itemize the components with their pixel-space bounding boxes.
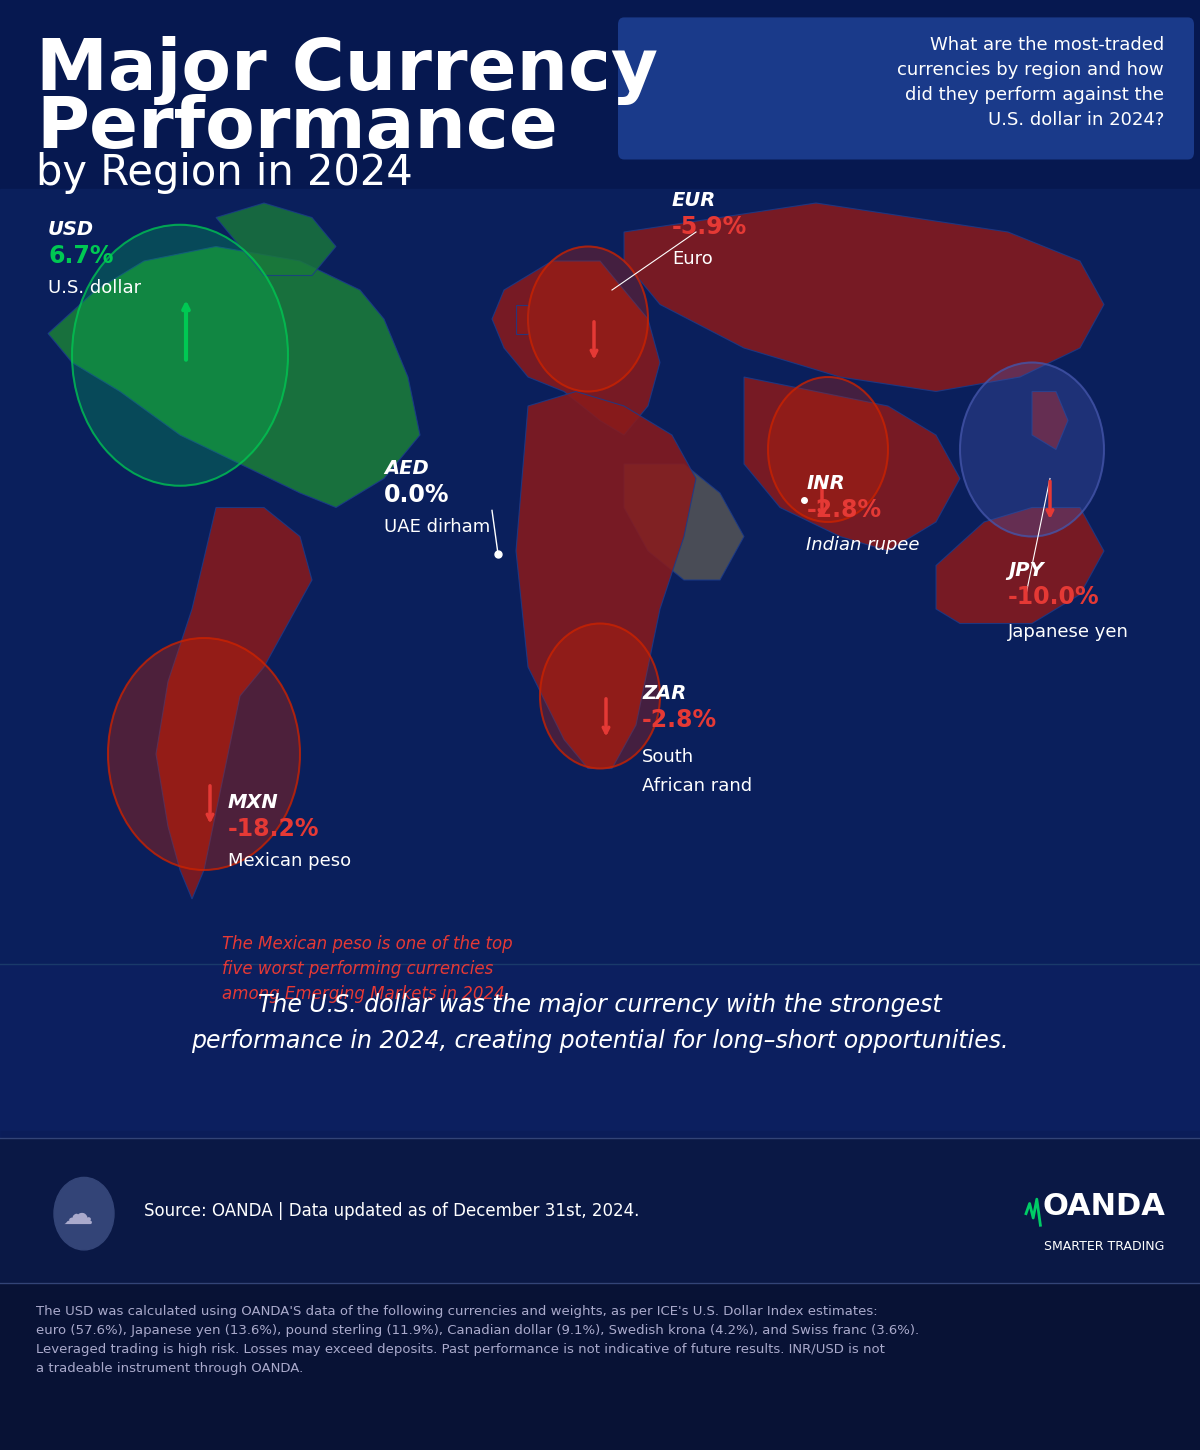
Text: Source: OANDA | Data updated as of December 31st, 2024.: Source: OANDA | Data updated as of Decem…: [144, 1202, 640, 1219]
Polygon shape: [936, 507, 1104, 624]
Text: ☁: ☁: [62, 1201, 94, 1230]
Bar: [0, 1283, 1200, 1450]
Text: MXN: MXN: [228, 793, 278, 812]
Text: USD: USD: [48, 220, 94, 239]
Text: 0.0%: 0.0%: [384, 483, 450, 507]
FancyBboxPatch shape: [618, 17, 1194, 160]
Text: 6.7%: 6.7%: [48, 244, 114, 268]
Bar: [0, 1131, 1200, 1450]
Text: The Mexican peso is one of the top
five worst performing currencies
among Emergi: The Mexican peso is one of the top five …: [222, 935, 512, 1003]
Text: -18.2%: -18.2%: [228, 816, 319, 841]
Bar: [0, 188, 1200, 1450]
Circle shape: [960, 362, 1104, 536]
Polygon shape: [216, 203, 336, 276]
Text: EUR: EUR: [672, 191, 716, 210]
Text: -2.8%: -2.8%: [642, 708, 718, 732]
Polygon shape: [1032, 392, 1068, 450]
Polygon shape: [744, 377, 960, 551]
Circle shape: [528, 247, 648, 392]
Text: Mexican peso: Mexican peso: [228, 853, 352, 870]
Text: Indian rupee: Indian rupee: [806, 536, 920, 554]
Polygon shape: [624, 464, 744, 580]
Bar: [0, 0, 1200, 188]
Text: OANDA: OANDA: [1043, 1192, 1165, 1221]
Text: South: South: [642, 748, 694, 766]
Circle shape: [72, 225, 288, 486]
Circle shape: [108, 638, 300, 870]
Text: INR: INR: [806, 474, 845, 493]
Text: -10.0%: -10.0%: [1008, 584, 1099, 609]
Text: Euro: Euro: [672, 251, 713, 268]
Text: Major Currency: Major Currency: [36, 36, 658, 106]
Text: African rand: African rand: [642, 777, 752, 795]
Polygon shape: [624, 203, 1104, 392]
Circle shape: [768, 377, 888, 522]
Text: JPY: JPY: [1008, 561, 1044, 580]
Bar: [0, 1138, 1200, 1283]
Circle shape: [540, 624, 660, 768]
Text: SMARTER TRADING: SMARTER TRADING: [1044, 1241, 1164, 1253]
Circle shape: [54, 1177, 114, 1250]
Text: AED: AED: [384, 460, 428, 479]
Polygon shape: [516, 304, 528, 334]
Text: U.S. dollar: U.S. dollar: [48, 280, 142, 297]
Text: ZAR: ZAR: [642, 684, 686, 703]
Polygon shape: [516, 392, 696, 768]
Text: UAE dirham: UAE dirham: [384, 519, 491, 536]
Text: Performance: Performance: [36, 94, 558, 164]
Polygon shape: [156, 507, 312, 899]
Text: -2.8%: -2.8%: [806, 497, 882, 522]
Bar: [0, 964, 1200, 1138]
Text: The USD was calculated using OANDA'S data of the following currencies and weight: The USD was calculated using OANDA'S dat…: [36, 1305, 919, 1375]
Text: by Region in 2024: by Region in 2024: [36, 152, 413, 194]
Text: Japanese yen: Japanese yen: [1008, 624, 1129, 641]
Text: -5.9%: -5.9%: [672, 215, 748, 239]
Polygon shape: [492, 261, 660, 435]
Text: What are the most-traded
currencies by region and how
did they perform against t: What are the most-traded currencies by r…: [898, 36, 1164, 129]
Polygon shape: [48, 247, 420, 508]
Text: The U.S. dollar was the major currency with the strongest
performance in 2024, c: The U.S. dollar was the major currency w…: [191, 993, 1009, 1053]
